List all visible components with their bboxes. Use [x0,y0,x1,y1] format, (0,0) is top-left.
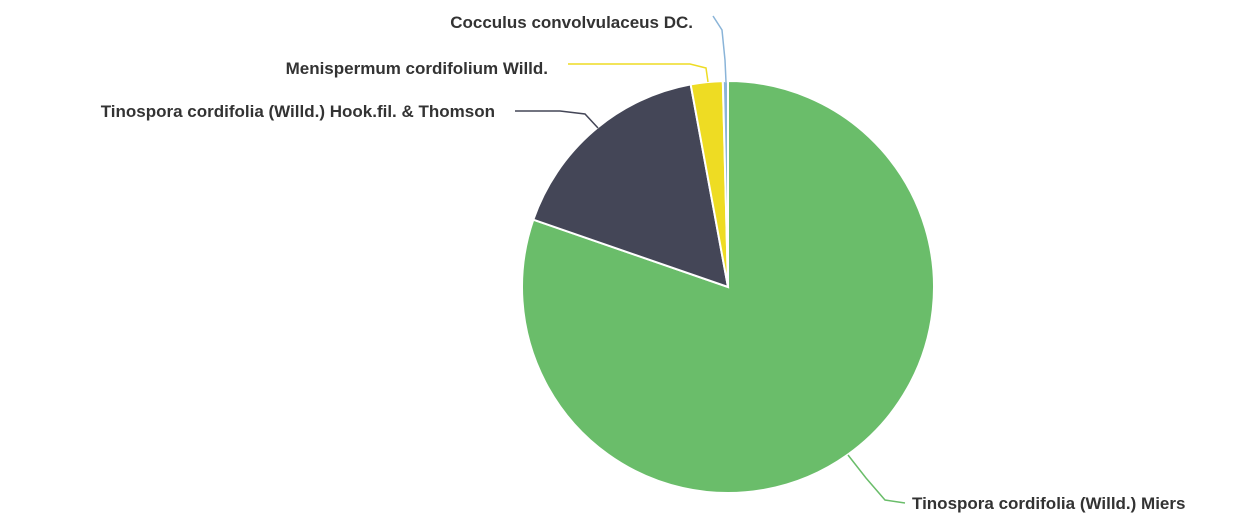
pie-slice-tinospora-cordifolia-willd-hook-fil-thomson[interactable] [532,83,730,289]
labels-layer: Tinospora cordifolia (Willd.) Miers Tinos… [101,13,1186,513]
slice-label-menispermum-cordifolium-willd: Menispermum cordifolium Willd. [286,59,548,78]
leader-line-tinospora-cordifolia-willd-miers [847,454,906,504]
slice-label-tinospora-cordifolia-willd-miers: Tinospora cordifolia (Willd.) Miers [912,494,1185,513]
leader-line-cocculus-convolvulaceus-dc [712,15,727,83]
leaders-layer [515,15,906,504]
slices-layer [521,79,935,494]
leader-line-menispermum-cordifolium-willd [568,63,709,83]
leader-line-tinospora-cordifolia-willd-hook-fil-thomson [515,110,599,129]
slice-label-tinospora-cordifolia-willd-hook-fil-thomson: Tinospora cordifolia (Willd.) Hook.fil. … [101,102,495,121]
slice-label-cocculus-convolvulaceus-dc: Cocculus convolvulaceus DC. [450,13,693,32]
